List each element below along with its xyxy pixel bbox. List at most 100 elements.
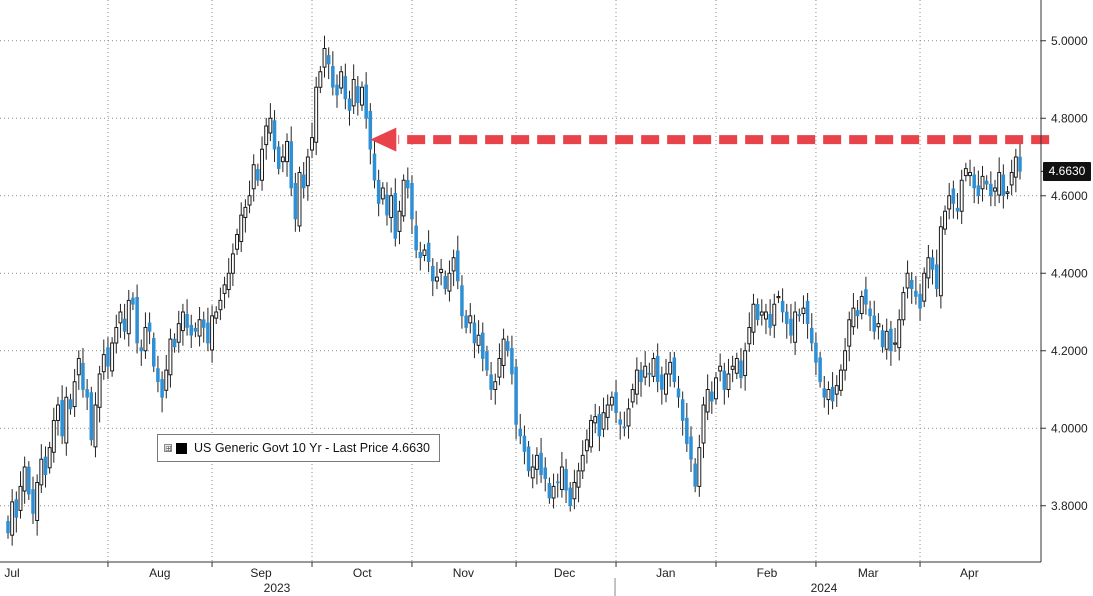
- candle-body: [651, 358, 656, 377]
- month-label: Dec: [554, 566, 575, 580]
- candle-body: [722, 370, 727, 390]
- candle-body: [76, 358, 81, 376]
- candle-body: [485, 351, 489, 371]
- candle-body: [510, 348, 514, 375]
- candle-body: [481, 332, 485, 359]
- candle-body: [451, 257, 456, 272]
- annotation-layer: [370, 127, 1050, 152]
- annotation-arrow-head: [370, 127, 397, 152]
- candle-body: [597, 413, 602, 437]
- candle-body: [276, 146, 281, 169]
- candle-body: [772, 303, 777, 326]
- candle-body: [251, 164, 256, 190]
- candle-body: [826, 389, 831, 401]
- candle-body: [376, 179, 381, 204]
- candle-body: [272, 120, 277, 150]
- candle-body: [256, 169, 260, 181]
- candle-body: [235, 234, 240, 250]
- candle-body: [6, 520, 10, 534]
- candle-body: [559, 466, 564, 490]
- candle-body: [634, 369, 639, 395]
- grid-lines: [0, 0, 1041, 562]
- month-label: Aug: [149, 566, 170, 580]
- candle-body: [705, 389, 710, 413]
- candle-body: [714, 377, 718, 400]
- year-label: 2024: [811, 581, 838, 595]
- candle-body: [872, 315, 876, 332]
- candle-body: [622, 426, 627, 429]
- candle-body: [609, 396, 614, 406]
- month-label: Apr: [960, 566, 979, 580]
- candle-body: [884, 330, 889, 350]
- candle-body: [131, 297, 135, 305]
- candle-body: [851, 307, 856, 328]
- candle-body: [447, 272, 452, 292]
- candle-body: [639, 369, 643, 383]
- candle-body: [810, 327, 814, 344]
- legend[interactable]: ⊞ US Generic Govt 10 Yr - Last Price 4.6…: [157, 434, 440, 462]
- candle-body: [568, 487, 572, 507]
- candle-body: [247, 195, 252, 206]
- candle-body: [360, 86, 364, 106]
- candle-body: [434, 276, 439, 282]
- y-axis: 3.8000 4.0000 4.2000 4.4000 4.6000 4.8000 5.00…: [1040, 0, 1088, 562]
- candle-body: [289, 141, 293, 189]
- candle-body: [305, 156, 310, 187]
- candle-body: [701, 404, 706, 444]
- candle-body: [726, 373, 731, 390]
- candle-body: [60, 400, 64, 437]
- candle-body: [218, 299, 223, 311]
- candle-body: [605, 404, 610, 418]
- candle-body: [18, 485, 23, 511]
- candle-body: [185, 314, 189, 328]
- candle-body: [101, 354, 106, 373]
- candle-body: [901, 292, 906, 321]
- legend-toggle-icon[interactable]: ⊞: [164, 444, 172, 453]
- candle-body: [972, 174, 976, 189]
- candle-body: [547, 482, 552, 499]
- candle-body: [909, 279, 914, 290]
- candle-body: [889, 328, 893, 352]
- candle-body: [664, 373, 668, 395]
- y-tick-label: 4.8000: [1051, 111, 1088, 125]
- candle-body: [93, 404, 98, 448]
- candle-body: [401, 179, 406, 217]
- candle-body: [893, 342, 898, 345]
- candle-body: [522, 435, 527, 452]
- year-label: 2023: [264, 581, 291, 595]
- candle-body: [410, 183, 414, 220]
- candle-body: [855, 310, 860, 317]
- candle-body: [318, 71, 323, 88]
- candle-body: [668, 361, 673, 375]
- candle-body: [776, 296, 781, 299]
- candle-body: [880, 330, 885, 348]
- candle-body: [172, 338, 177, 348]
- candle-body: [339, 71, 344, 89]
- candle-body: [322, 48, 327, 68]
- candle-body: [81, 362, 85, 390]
- candle-body: [431, 265, 435, 282]
- candle-body: [693, 463, 697, 487]
- candle-body: [89, 392, 94, 441]
- month-label: Nov: [453, 566, 474, 580]
- candle-body: [114, 327, 119, 344]
- candle-body: [918, 293, 922, 309]
- candle-body: [51, 420, 56, 453]
- candle-body: [868, 308, 872, 317]
- candle-body: [768, 314, 772, 328]
- candle-body: [876, 323, 881, 328]
- candle-body: [493, 381, 498, 390]
- candle-body: [814, 342, 818, 363]
- legend-label: US Generic Govt 10 Yr - Last Price 4.663…: [194, 441, 430, 455]
- candles: [6, 35, 1022, 546]
- candle-body: [201, 319, 206, 328]
- candle-body: [618, 419, 622, 425]
- candle-body: [243, 206, 248, 218]
- candle-body: [843, 350, 848, 371]
- candle-body: [497, 358, 502, 378]
- candle-body: [601, 412, 606, 430]
- candle-body: [380, 187, 385, 200]
- candle-body: [351, 79, 356, 107]
- candle-body: [963, 168, 968, 177]
- candle-body: [64, 396, 69, 444]
